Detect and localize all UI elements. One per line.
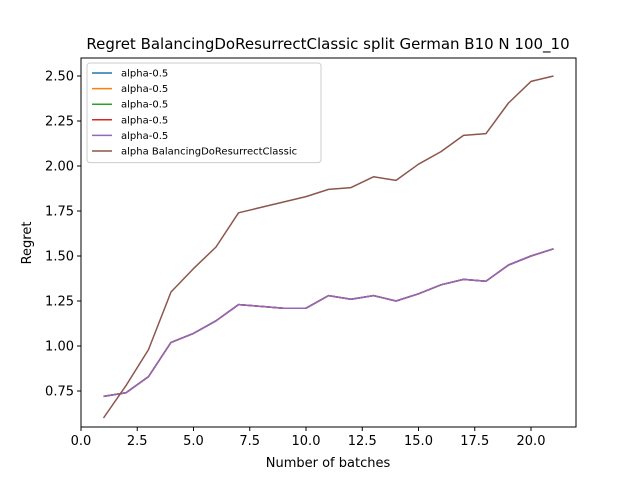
legend-label: alpha-0.5: [121, 131, 168, 142]
y-tick-label: 1.25: [45, 295, 74, 310]
y-axis-label: Regret: [20, 222, 35, 265]
legend-box: [86, 62, 322, 164]
series-line-5: [103, 248, 554, 398]
legend-label: alpha-0.5: [121, 69, 168, 80]
y-axis: 0.75 1.00 1.25 1.50 1.75 2.00 2.25 2.50: [45, 70, 81, 400]
y-tick-label: 2.25: [45, 115, 74, 130]
series-line-2: [103, 248, 554, 398]
y-tick-label: 1.50: [45, 250, 74, 265]
y-tick-label: 2.50: [45, 70, 74, 85]
series-line-3: [103, 248, 554, 398]
x-axis-label: Number of batches: [266, 456, 391, 471]
x-tick-label: 15.0: [404, 434, 433, 449]
x-tick-label: 12.5: [348, 434, 377, 449]
x-tick-label: 0.0: [71, 434, 92, 449]
y-tick-label: 0.75: [45, 385, 74, 400]
y-tick-label: 1.00: [45, 340, 74, 355]
x-axis: 0.0 2.5 5.0 7.5 10.0 12.5 15.0 17.5 20.0: [71, 427, 546, 449]
axes-frame: [80, 57, 577, 428]
plot-area: [102, 75, 554, 419]
y-tick-label: 2.00: [45, 160, 74, 175]
series-line-1: [103, 248, 554, 398]
legend-label: alpha-0.5: [121, 84, 168, 95]
legend: alpha-0.5 alpha-0.5 alpha-0.5 alpha-0.5 alph…: [86, 62, 322, 164]
series-line-4: [103, 248, 554, 398]
legend-label: alpha-0.5: [121, 115, 168, 126]
x-tick-label: 7.5: [239, 434, 260, 449]
legend-label: alpha BalancingDoResurrectClassic: [121, 147, 297, 158]
x-tick-label: 5.0: [183, 434, 204, 449]
y-tick-label: 1.75: [45, 205, 74, 220]
x-tick-label: 17.5: [460, 434, 489, 449]
x-tick-label: 2.5: [127, 434, 148, 449]
x-tick-label: 20.0: [517, 434, 546, 449]
legend-label: alpha-0.5: [121, 100, 168, 111]
series-line-6: [102, 75, 554, 419]
chart-title: Regret BalancingDoResurrectClassic split…: [86, 35, 569, 54]
x-tick-label: 10.0: [292, 434, 321, 449]
